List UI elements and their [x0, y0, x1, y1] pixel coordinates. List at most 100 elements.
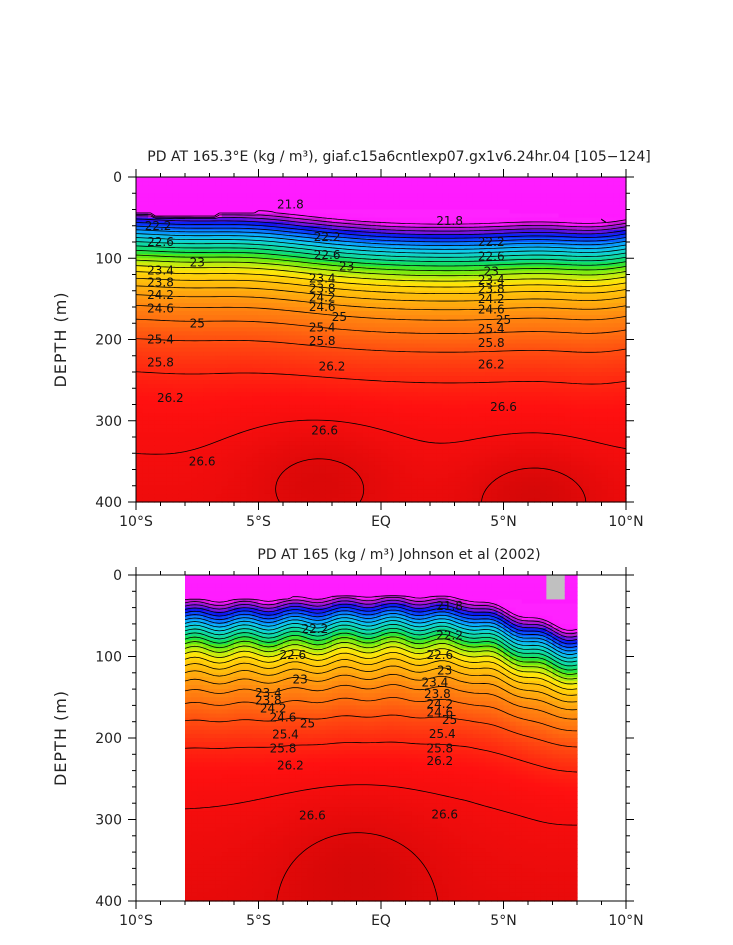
density-cell [338, 416, 345, 422]
density-cell [246, 445, 253, 450]
density-cell [148, 449, 155, 454]
density-cell [430, 481, 437, 487]
density-cell [289, 400, 296, 406]
density-cell [362, 181, 370, 186]
density-cell [344, 465, 351, 471]
density-cell [240, 311, 247, 316]
density-cell [276, 266, 284, 272]
density-cell [509, 380, 517, 385]
density-cell [191, 209, 198, 215]
density-cell [240, 343, 247, 349]
density-cell [454, 441, 462, 446]
density-cell [338, 408, 345, 414]
density-cell [368, 185, 376, 190]
density-cell [387, 201, 394, 207]
density-cell [503, 185, 511, 190]
density-cell [295, 213, 302, 219]
density-cell [191, 461, 198, 467]
density-cell [411, 331, 419, 337]
density-cell [283, 185, 290, 190]
density-cell [448, 189, 456, 194]
density-cell [368, 355, 376, 361]
density-cell [332, 477, 339, 483]
density-cell [491, 197, 498, 202]
density-cell [209, 323, 217, 328]
density-cell [295, 465, 302, 471]
density-cell [203, 420, 211, 426]
density-cell [215, 242, 223, 247]
density-cell [154, 181, 162, 186]
density-cell [301, 363, 309, 369]
density-cell [479, 400, 486, 406]
density-cell [203, 193, 211, 198]
density-cell [472, 437, 480, 442]
density-cell [319, 181, 327, 186]
density-cell [448, 485, 456, 491]
density-cell [283, 213, 290, 219]
density-cell [319, 400, 327, 406]
density-cell [252, 213, 260, 219]
density-cell [466, 327, 474, 332]
density-cell [166, 290, 174, 296]
density-cell [350, 266, 358, 272]
density-cell [503, 221, 511, 227]
density-cell [356, 258, 364, 263]
density-cell [479, 327, 486, 332]
density-cell [454, 197, 462, 202]
density-cell [264, 242, 272, 247]
density-cell [442, 294, 449, 300]
density-cell [203, 453, 211, 458]
density-cell [411, 424, 419, 430]
density-cell [215, 282, 223, 288]
density-cell [442, 282, 449, 288]
density-cell [350, 262, 358, 267]
density-cell [387, 388, 394, 393]
density-cell [276, 286, 284, 292]
density-cell [460, 270, 468, 276]
density-cell [460, 181, 468, 186]
density-cell [307, 323, 315, 328]
density-cell [423, 412, 431, 418]
density-cell [197, 274, 204, 280]
density-cell [252, 197, 260, 202]
density-cell [234, 298, 241, 304]
density-cell [338, 493, 345, 499]
density-cell [264, 453, 272, 458]
density-cell [454, 355, 462, 361]
density-cell [227, 335, 235, 341]
density-cell [344, 376, 351, 381]
density-cell [289, 343, 296, 349]
density-cell [466, 493, 474, 499]
density-cell [209, 237, 217, 243]
density-cell [191, 197, 198, 202]
density-cell [154, 185, 162, 190]
density-cell [460, 481, 468, 487]
density-cell [221, 376, 229, 381]
density-cell [356, 432, 364, 438]
density-cell [313, 497, 321, 503]
density-cell [417, 489, 425, 495]
density-cell [289, 428, 296, 434]
density-cell [148, 246, 155, 251]
density-cell [283, 266, 290, 272]
density-cell [203, 323, 211, 328]
density-cell [295, 416, 302, 422]
density-cell [338, 343, 345, 349]
density-cell [283, 327, 290, 332]
density-cell [276, 465, 284, 471]
density-cell [221, 441, 229, 446]
density-cell [301, 209, 309, 215]
density-cell [227, 278, 235, 284]
density-cell [203, 449, 211, 454]
density-cell [289, 355, 296, 361]
density-cell [301, 428, 309, 434]
density-cell [344, 181, 351, 186]
density-cell [460, 294, 468, 300]
density-cell [252, 229, 260, 235]
density-cell [307, 363, 315, 369]
density-cell [313, 331, 321, 337]
density-cell [252, 254, 260, 259]
density-cell [270, 489, 278, 495]
density-cell [313, 185, 321, 190]
density-cell [405, 363, 413, 369]
